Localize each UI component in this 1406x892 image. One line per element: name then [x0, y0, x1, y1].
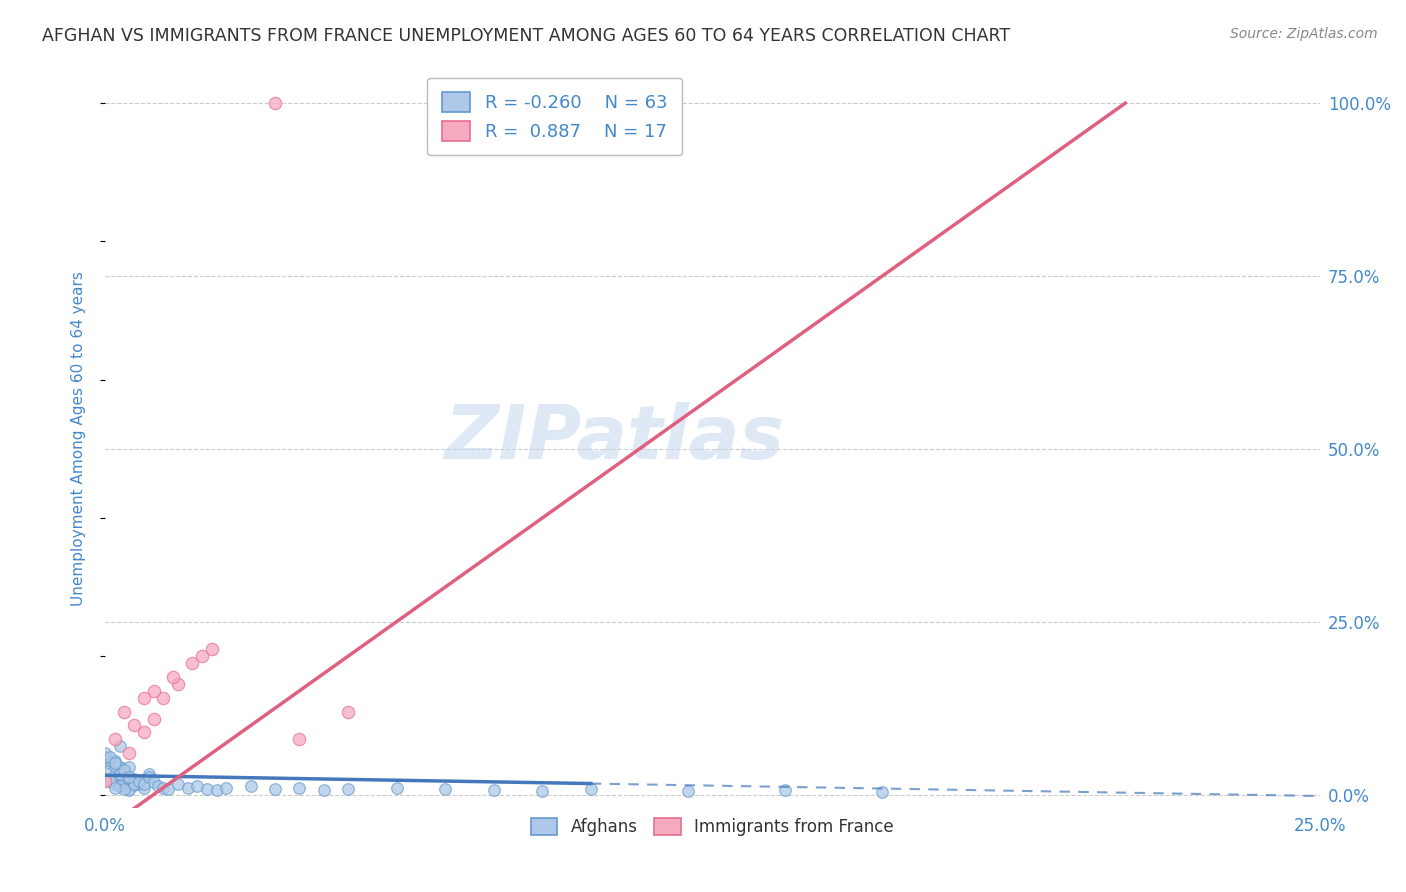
- Point: [112, 771, 135, 785]
- Point: [104, 732, 127, 747]
- Point: [176, 780, 198, 795]
- Point: [162, 670, 184, 684]
- Point: [239, 780, 262, 794]
- Point: [142, 712, 165, 726]
- Point: [152, 780, 174, 795]
- Point: [108, 767, 131, 781]
- Point: [186, 780, 208, 794]
- Point: [108, 770, 131, 784]
- Point: [312, 783, 335, 797]
- Point: [167, 777, 190, 791]
- Point: [288, 780, 311, 795]
- Point: [132, 725, 155, 739]
- Text: ZIPatlas: ZIPatlas: [446, 402, 785, 475]
- Point: [112, 764, 135, 778]
- Point: [112, 765, 135, 780]
- Point: [122, 776, 145, 790]
- Point: [167, 677, 190, 691]
- Point: [122, 718, 145, 732]
- Point: [104, 768, 127, 782]
- Point: [104, 755, 127, 769]
- Point: [108, 739, 131, 754]
- Point: [773, 783, 796, 797]
- Point: [104, 758, 127, 772]
- Point: [94, 773, 117, 788]
- Point: [128, 776, 150, 790]
- Text: Source: ZipAtlas.com: Source: ZipAtlas.com: [1230, 27, 1378, 41]
- Point: [482, 783, 505, 797]
- Point: [434, 782, 457, 797]
- Point: [264, 96, 287, 111]
- Point: [142, 775, 165, 789]
- Point: [288, 732, 311, 747]
- Point: [128, 773, 150, 788]
- Point: [112, 782, 135, 797]
- Point: [98, 756, 121, 771]
- Point: [122, 775, 145, 789]
- Point: [112, 775, 135, 789]
- Legend: Afghans, Immigrants from France: Afghans, Immigrants from France: [523, 810, 903, 845]
- Point: [385, 780, 408, 795]
- Point: [98, 753, 121, 767]
- Point: [148, 780, 170, 794]
- Point: [132, 780, 155, 795]
- Point: [108, 761, 131, 775]
- Point: [104, 780, 127, 795]
- Point: [118, 780, 141, 794]
- Point: [336, 782, 359, 797]
- Point: [205, 783, 228, 797]
- Point: [201, 642, 224, 657]
- Point: [108, 780, 131, 794]
- Point: [138, 767, 160, 781]
- Point: [132, 777, 155, 791]
- Point: [157, 782, 180, 797]
- Point: [94, 749, 117, 764]
- Point: [336, 705, 359, 719]
- Point: [122, 772, 145, 787]
- Point: [98, 773, 121, 788]
- Point: [191, 649, 214, 664]
- Point: [98, 764, 121, 778]
- Point: [118, 760, 141, 774]
- Point: [138, 770, 160, 784]
- Point: [112, 705, 135, 719]
- Point: [531, 784, 554, 798]
- Point: [872, 785, 894, 799]
- Point: [676, 784, 699, 798]
- Point: [132, 690, 155, 705]
- Point: [98, 749, 121, 764]
- Text: AFGHAN VS IMMIGRANTS FROM FRANCE UNEMPLOYMENT AMONG AGES 60 TO 64 YEARS CORRELAT: AFGHAN VS IMMIGRANTS FROM FRANCE UNEMPLO…: [42, 27, 1011, 45]
- Point: [118, 782, 141, 797]
- Point: [195, 782, 218, 797]
- Point: [264, 782, 287, 797]
- Point: [579, 782, 602, 797]
- Point: [142, 684, 165, 698]
- Point: [122, 778, 145, 792]
- Point: [104, 756, 127, 771]
- Point: [118, 770, 141, 784]
- Point: [108, 760, 131, 774]
- Point: [104, 777, 127, 791]
- Point: [152, 690, 174, 705]
- Point: [94, 773, 117, 788]
- Point: [94, 746, 117, 760]
- Y-axis label: Unemployment Among Ages 60 to 64 years: Unemployment Among Ages 60 to 64 years: [72, 271, 86, 606]
- Point: [215, 780, 238, 795]
- Point: [118, 783, 141, 797]
- Point: [181, 657, 204, 671]
- Point: [118, 746, 141, 760]
